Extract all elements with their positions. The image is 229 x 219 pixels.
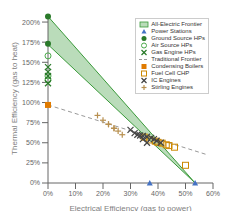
svg-text:125%: 125% xyxy=(22,79,40,86)
svg-text:200%: 200% xyxy=(22,19,40,26)
svg-text:50%: 50% xyxy=(26,139,40,146)
html-text:IC Engines: IC Engines xyxy=(151,77,181,83)
html-text:Ground Source HPs: Ground Source HPs xyxy=(151,35,205,41)
svg-text:0%: 0% xyxy=(30,179,40,186)
svg-text:Electrical Efficiency (gas to: Electrical Efficiency (gas to power) xyxy=(69,204,191,211)
svg-text:0%: 0% xyxy=(43,190,53,197)
svg-text:Thermal Efficiency (gas to hea: Thermal Efficiency (gas to heat) xyxy=(10,42,19,155)
svg-text:25%: 25% xyxy=(26,159,40,166)
svg-text:20%: 20% xyxy=(96,190,110,197)
html-text:Stirling Engines: Stirling Engines xyxy=(151,84,193,90)
html-text:Traditional Frontier: Traditional Frontier xyxy=(151,56,202,62)
html-text:Condensing Boilers: Condensing Boilers xyxy=(151,63,204,69)
svg-text:10%: 10% xyxy=(68,190,82,197)
svg-text:75%: 75% xyxy=(26,119,40,126)
svg-text:175%: 175% xyxy=(22,39,40,46)
svg-text:30%: 30% xyxy=(123,190,137,197)
svg-text:40%: 40% xyxy=(151,190,165,197)
svg-text:60%: 60% xyxy=(206,190,220,197)
html-text:Fuel Cell CHP: Fuel Cell CHP xyxy=(151,70,190,76)
svg-text:150%: 150% xyxy=(22,59,40,66)
svg-text:50%: 50% xyxy=(178,190,192,197)
html-text:Gas Engine HPs: Gas Engine HPs xyxy=(151,49,196,55)
html-text:Air Source HPs: Air Source HPs xyxy=(151,42,193,48)
html-text:All-Electric Frontier: All-Electric Frontier xyxy=(151,21,202,27)
svg-text:100%: 100% xyxy=(22,99,40,106)
html-text:Power Stations: Power Stations xyxy=(151,28,192,34)
